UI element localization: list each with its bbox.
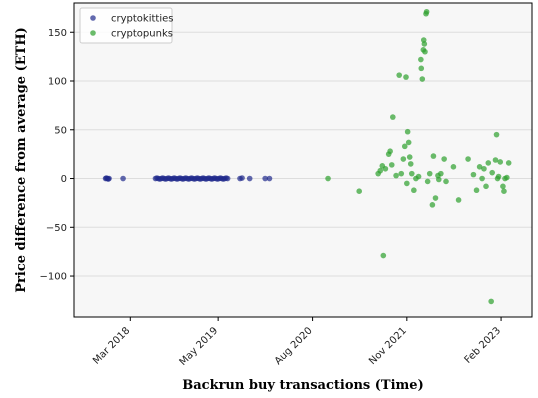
plot-frame — [73, 2, 533, 318]
x-tick-label: Feb 2023 — [463, 325, 504, 366]
point-cryptopunks — [398, 170, 405, 177]
y-axis-label: Price difference from average (ETH) — [14, 27, 29, 293]
y-tick-label: −50 — [46, 223, 67, 234]
point-cryptopunks — [470, 171, 477, 178]
point-cryptokitties — [266, 175, 273, 182]
point-cryptopunks — [356, 188, 362, 195]
point-cryptopunks — [465, 156, 471, 162]
legend-box — [79, 7, 173, 44]
y-tick-label: 50 — [54, 125, 67, 136]
point-cryptopunks — [481, 165, 487, 172]
point-cryptopunks — [407, 161, 414, 167]
point-cryptopunks — [435, 176, 442, 183]
point-cryptopunks — [411, 187, 417, 194]
legend-marker-cryptopunks — [90, 30, 96, 36]
x-axis-label: Backrun buy transactions (Time) — [182, 378, 423, 393]
x-tick-label: Nov 2021 — [367, 325, 409, 367]
data-points — [102, 8, 512, 305]
x-tick-label: May 2019 — [178, 325, 221, 368]
point-cryptopunks — [426, 170, 433, 177]
point-cryptopunks — [390, 114, 396, 120]
point-cryptopunks — [421, 41, 428, 47]
point-cryptopunks — [441, 156, 447, 162]
point-cryptopunks — [424, 178, 431, 185]
point-cryptopunks — [422, 48, 428, 55]
point-cryptopunks — [377, 167, 384, 174]
point-cryptokitties — [239, 175, 245, 181]
point-cryptopunks — [493, 131, 500, 138]
point-cryptopunks — [483, 183, 489, 190]
legend-marker-cryptokitties — [90, 15, 96, 21]
point-cryptopunks — [497, 159, 504, 165]
point-cryptokitties — [224, 175, 231, 182]
point-cryptopunks — [438, 170, 444, 177]
point-cryptopunks — [492, 157, 499, 163]
point-cryptokitties — [262, 175, 268, 182]
series-cryptokitties — [102, 175, 273, 182]
point-cryptopunks — [403, 74, 409, 80]
point-cryptopunks — [504, 174, 510, 181]
point-cryptopunks — [415, 173, 422, 180]
point-cryptopunks — [419, 76, 426, 82]
y-tick-label: 0 — [61, 174, 67, 185]
point-cryptopunks — [476, 164, 483, 170]
point-cryptopunks — [432, 195, 439, 201]
x-axis: Mar 2018 May 2019 Aug 2020 Nov 2021 Feb 2023 — [91, 317, 503, 368]
point-cryptopunks — [429, 202, 436, 208]
legend: cryptokitties cryptopunks — [79, 7, 173, 44]
y-tick-label: −100 — [40, 272, 67, 283]
point-cryptopunks — [473, 187, 480, 194]
point-cryptopunks — [500, 183, 506, 190]
x-tick-label: Mar 2018 — [91, 325, 132, 366]
legend-label-cryptokitties: cryptokitties — [111, 14, 173, 25]
point-cryptopunks — [393, 172, 399, 179]
point-cryptopunks — [387, 148, 393, 155]
series-cryptopunks — [325, 8, 512, 305]
point-cryptopunks — [423, 8, 430, 15]
point-cryptokitties — [120, 175, 126, 182]
point-cryptopunks — [455, 197, 462, 203]
y-tick-label: 150 — [48, 28, 67, 39]
point-cryptopunks — [450, 164, 457, 170]
point-cryptopunks — [430, 153, 437, 159]
point-cryptopunks — [406, 154, 413, 160]
point-cryptokitties — [106, 175, 112, 182]
point-cryptopunks — [388, 162, 395, 168]
point-cryptopunks — [380, 252, 387, 259]
point-cryptopunks — [485, 160, 492, 166]
point-cryptopunks — [479, 175, 485, 182]
point-cryptokitties — [246, 175, 253, 182]
point-cryptopunks — [325, 175, 331, 182]
y-tick-label: 100 — [48, 77, 67, 88]
plot-area — [74, 3, 532, 317]
point-cryptopunks — [418, 56, 424, 63]
point-cryptopunks — [418, 65, 425, 72]
point-cryptopunks — [505, 160, 512, 166]
point-cryptopunks — [400, 156, 407, 162]
legend-label-cryptopunks: cryptopunks — [111, 29, 173, 40]
point-cryptopunks — [404, 128, 411, 135]
x-tick-label: Aug 2020 — [273, 325, 315, 367]
point-cryptopunks — [408, 170, 415, 177]
point-cryptopunks — [495, 173, 502, 180]
point-cryptopunks — [443, 178, 449, 185]
point-cryptopunks — [382, 165, 389, 172]
y-axis: −100 −50 0 50 100 150 — [40, 28, 74, 283]
point-cryptopunks — [401, 143, 408, 150]
point-cryptopunks — [501, 188, 507, 195]
point-cryptopunks — [488, 298, 494, 305]
point-cryptopunks — [489, 169, 496, 176]
point-cryptopunks — [404, 180, 410, 187]
point-cryptopunks — [396, 72, 402, 78]
point-cryptopunks — [405, 139, 412, 146]
